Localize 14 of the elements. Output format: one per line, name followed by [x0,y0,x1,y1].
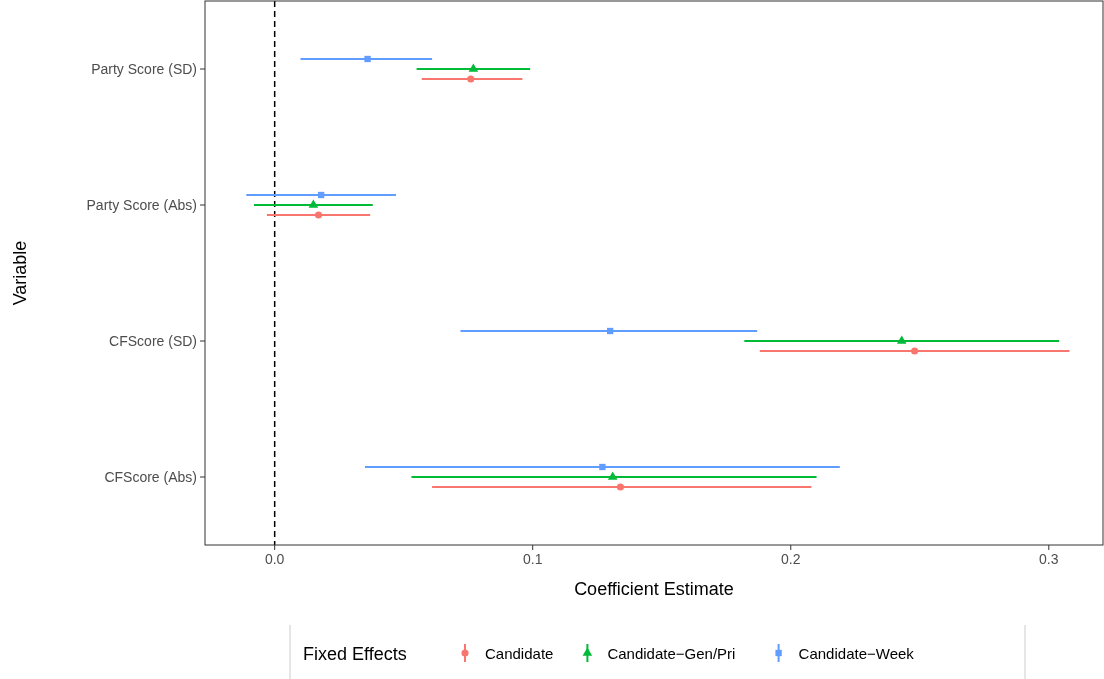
legend-label: Candidate−Week [798,645,915,662]
legend-title: Fixed Effects [303,644,407,664]
y-axis-title: Variable [10,240,30,306]
y-tick-label: Party Score (SD) [91,61,197,77]
x-tick-label: 0.3 [1039,551,1059,567]
legend-label: Candidate−Gen/Pri [607,645,736,662]
x-tick-label: 0.2 [781,551,801,567]
y-tick-label: CFScore (SD) [109,333,197,349]
x-tick-label: 0.0 [264,551,285,567]
legend-label: Candidate [485,645,554,662]
x-tick-label: 0.1 [522,551,543,567]
y-tick-label: CFScore (Abs) [104,469,197,485]
y-tick-label: Party Score (Abs) [86,197,197,213]
x-axis-title: Coefficient Estimate [574,579,734,599]
